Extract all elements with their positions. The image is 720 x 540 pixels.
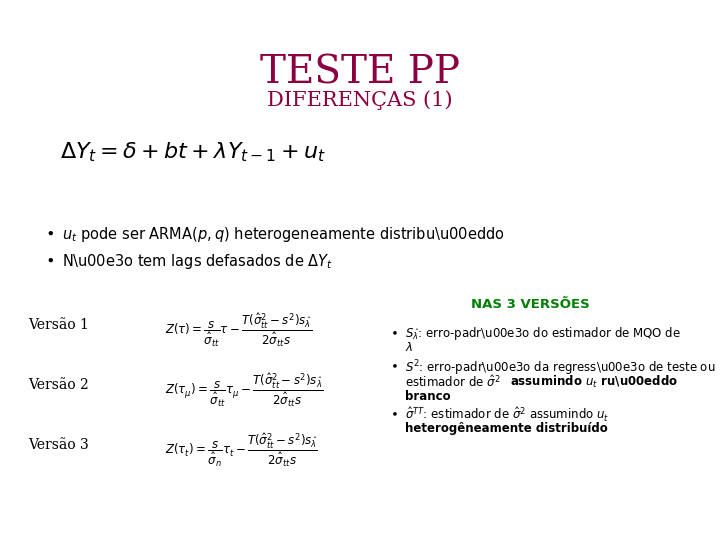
Text: Versão 2: Versão 2 xyxy=(28,378,89,392)
Text: $\lambda$: $\lambda$ xyxy=(405,341,413,354)
Text: branco: branco xyxy=(405,390,451,403)
Text: $u_t$ pode ser ARMA($p,q$) heterogeneamente distribu\u00eddo: $u_t$ pode ser ARMA($p,q$) heterogeneame… xyxy=(62,225,505,244)
Text: $Z(\tau_t)=\dfrac{s}{\hat{\sigma}_n}\tau_t - \dfrac{T(\hat{\sigma}_{tt}^2-s^2)s_: $Z(\tau_t)=\dfrac{s}{\hat{\sigma}_n}\tau… xyxy=(165,432,318,469)
Text: heterogêneamente distribuído: heterogêneamente distribuído xyxy=(405,422,608,435)
Text: $\bullet$: $\bullet$ xyxy=(390,325,397,338)
Text: $S^2$: erro-padr\u00e3o da regress\u00e3o de teste ou: $S^2$: erro-padr\u00e3o da regress\u00e3… xyxy=(405,358,716,377)
Text: N\u00e3o tem lags defasados de $\Delta Y_t$: N\u00e3o tem lags defasados de $\Delta Y… xyxy=(62,252,333,271)
Text: Versão 1: Versão 1 xyxy=(28,318,89,332)
Text: $\bullet$: $\bullet$ xyxy=(390,406,397,419)
Text: $\bullet$: $\bullet$ xyxy=(390,358,397,371)
Text: NAS 3 VERSÕES: NAS 3 VERSÕES xyxy=(471,298,590,311)
Text: assumindo $u_t$ ru\u00eddo: assumindo $u_t$ ru\u00eddo xyxy=(510,374,678,390)
Text: $\Delta Y_t = \delta + bt + \lambda Y_{t-1} + u_t$: $\Delta Y_t = \delta + bt + \lambda Y_{t… xyxy=(60,140,326,164)
Text: Versão 3: Versão 3 xyxy=(28,438,89,452)
Text: $\bullet$: $\bullet$ xyxy=(45,225,54,240)
Text: $S_{\hat{\lambda}}$: erro-padr\u00e3o do estimador de MQO de: $S_{\hat{\lambda}}$: erro-padr\u00e3o do… xyxy=(405,325,681,342)
Text: $\hat{\sigma}^{TT}$: estimador de $\hat{\sigma}^2$ assumindo $u_t$: $\hat{\sigma}^{TT}$: estimador de $\hat{… xyxy=(405,406,609,424)
Text: $Z(\tau_\mu)=\dfrac{s}{\hat{\sigma}_{tt}}\tau_\mu - \dfrac{T(\hat{\sigma}_{tt}^2: $Z(\tau_\mu)=\dfrac{s}{\hat{\sigma}_{tt}… xyxy=(165,372,323,409)
Text: estimador de $\hat{\sigma}^2$: estimador de $\hat{\sigma}^2$ xyxy=(405,374,502,390)
Text: $Z(\tau)=\dfrac{s}{\hat{\sigma}_{tt}}\tau - \dfrac{T(\hat{\sigma}_{tt}^2-s^2)s_{: $Z(\tau)=\dfrac{s}{\hat{\sigma}_{tt}}\ta… xyxy=(165,312,312,349)
Text: $\bullet$: $\bullet$ xyxy=(45,252,54,267)
Text: TESTE PP: TESTE PP xyxy=(260,55,460,92)
Text: DIFERENÇAS (1): DIFERENÇAS (1) xyxy=(267,90,453,110)
